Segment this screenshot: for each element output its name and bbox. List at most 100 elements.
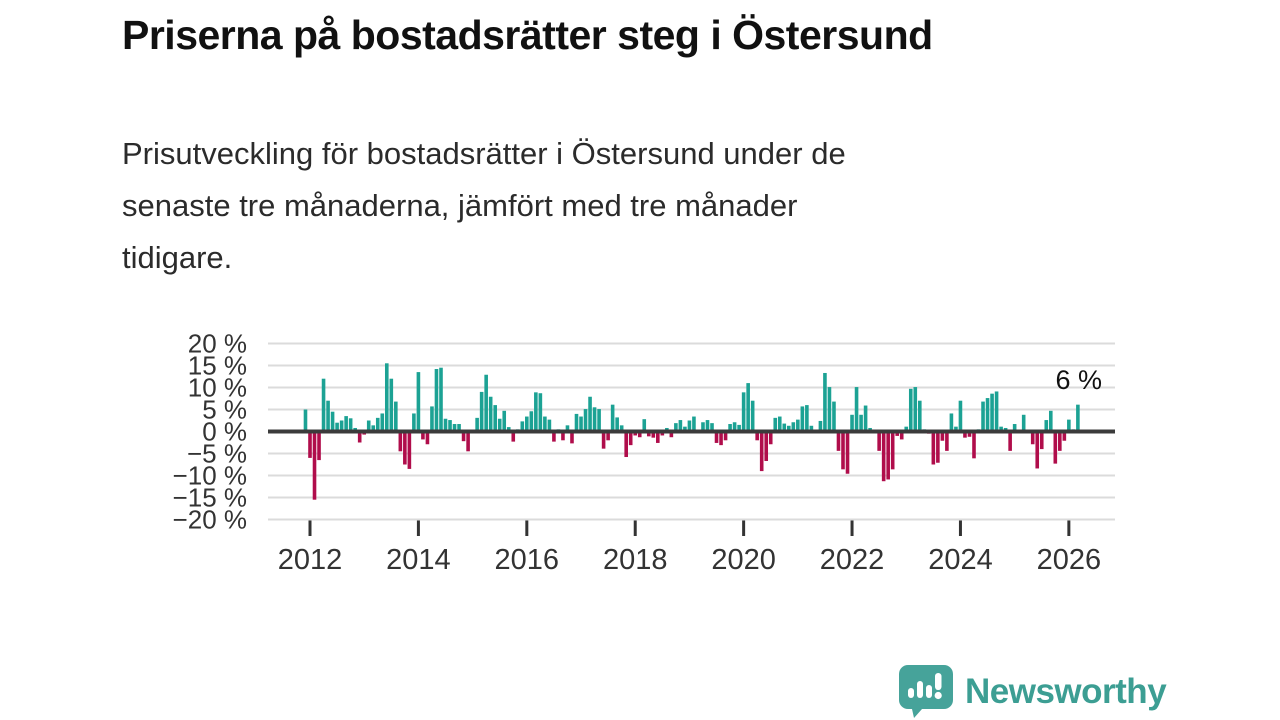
bar-positive xyxy=(434,369,439,432)
bar-negative xyxy=(881,431,886,482)
newsworthy-logo-icon xyxy=(899,665,953,718)
bar-positive xyxy=(683,426,687,432)
bar-negative xyxy=(421,431,425,440)
bar-positive xyxy=(800,406,805,432)
bar-negative xyxy=(714,431,719,443)
bar-positive xyxy=(958,400,963,432)
bar-positive xyxy=(705,420,710,432)
x-tick-label: 2014 xyxy=(386,544,451,576)
page-title: Priserna på bostadsrätter steg i Östersu… xyxy=(122,12,933,58)
newsworthy-brand-text: Newsworthy xyxy=(965,671,1167,711)
bar-positive xyxy=(908,388,913,432)
bar-positive xyxy=(452,424,457,432)
bar-positive xyxy=(732,422,737,432)
bar-positive xyxy=(642,419,647,432)
bar-positive xyxy=(985,398,990,432)
bar-positive xyxy=(750,400,755,432)
bar-positive xyxy=(787,425,791,432)
bar-positive xyxy=(777,416,782,432)
bar-negative xyxy=(890,431,895,470)
bar-negative xyxy=(570,431,574,444)
bar-positive xyxy=(854,387,859,432)
bar-positive xyxy=(692,416,696,432)
bar-positive xyxy=(543,416,547,432)
bar-positive xyxy=(389,378,394,432)
bar-negative xyxy=(1030,431,1035,445)
bar-positive xyxy=(375,417,380,432)
bar-positive xyxy=(384,363,389,432)
bar-positive xyxy=(999,426,1003,432)
bar-negative xyxy=(759,431,764,472)
bar-positive xyxy=(619,425,624,432)
bar-negative xyxy=(669,431,674,438)
bar-positive xyxy=(701,422,705,432)
bar-negative xyxy=(719,431,723,446)
bar-positive xyxy=(348,418,353,432)
bar-positive xyxy=(917,400,922,432)
bar-positive xyxy=(574,413,579,432)
bar-negative xyxy=(425,431,430,445)
bar-positive xyxy=(303,409,308,432)
bar-negative xyxy=(624,431,628,458)
bar-negative xyxy=(886,431,890,480)
chart-bar-1 xyxy=(908,688,914,698)
bar-positive xyxy=(610,404,615,432)
bar-positive xyxy=(859,414,863,432)
page-subtitle: Prisutveckling för bostadsrätter i Öster… xyxy=(122,136,846,275)
bar-positive xyxy=(326,400,330,432)
bar-negative xyxy=(601,431,606,449)
bar-negative xyxy=(1053,431,1058,464)
bar-negative xyxy=(963,431,967,438)
bar-negative xyxy=(656,431,660,443)
bar-positive xyxy=(430,406,434,432)
bar-positive xyxy=(493,405,497,432)
bar-negative xyxy=(407,431,412,469)
bar-negative xyxy=(936,431,940,463)
bar-positive xyxy=(416,372,421,432)
bar-positive xyxy=(475,417,479,432)
bar-positive xyxy=(321,378,326,432)
latest-value-annotation: 6 % xyxy=(1055,365,1102,395)
bar-positive xyxy=(1067,419,1071,432)
y-tick-label: −5 % xyxy=(187,439,247,469)
bar-positive xyxy=(674,423,678,432)
bar-negative xyxy=(308,431,312,458)
bar-positive xyxy=(565,425,570,432)
newsworthy-logo: Newsworthy xyxy=(897,664,1167,719)
bar-positive xyxy=(443,418,448,432)
bar-positive xyxy=(502,410,507,432)
bar-positive xyxy=(547,419,552,432)
bar-negative xyxy=(877,431,881,451)
bar-negative xyxy=(845,431,850,474)
bar-negative xyxy=(646,431,651,437)
bar-negative xyxy=(899,431,904,440)
chart-bar-3 xyxy=(926,685,932,698)
bar-positive xyxy=(615,417,619,432)
bar-positive xyxy=(1021,414,1026,432)
bar-positive xyxy=(597,409,601,432)
bar-negative xyxy=(637,431,642,438)
bar-positive xyxy=(994,391,999,432)
y-tick-label: 0 % xyxy=(202,417,247,447)
bar-positive xyxy=(534,392,538,432)
bars xyxy=(303,363,1080,500)
bar-positive xyxy=(457,424,461,432)
bar-negative xyxy=(945,431,949,451)
bar-negative xyxy=(461,431,466,442)
x-axis: 2012 2014 2016 2018 2020 2022 2024 2026 xyxy=(278,520,1101,576)
bar-positive xyxy=(579,416,583,432)
bar-positive xyxy=(583,409,588,432)
chart-bar-2 xyxy=(917,681,923,698)
bar-positive xyxy=(805,405,809,432)
bar-negative xyxy=(931,431,936,465)
y-tick-label: 15 % xyxy=(188,351,247,381)
bar-negative xyxy=(768,431,773,445)
bar-positive xyxy=(380,413,385,432)
bar-negative xyxy=(561,431,565,441)
x-tick-label: 2012 xyxy=(278,544,343,576)
bar-positive xyxy=(339,420,344,432)
bar-positive xyxy=(335,422,339,432)
bar-positive xyxy=(412,413,416,432)
bar-positive xyxy=(448,420,452,432)
bar-negative xyxy=(606,431,610,441)
